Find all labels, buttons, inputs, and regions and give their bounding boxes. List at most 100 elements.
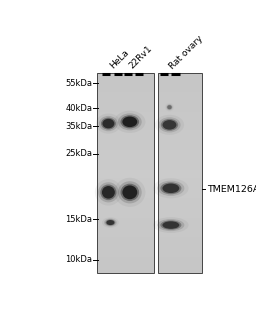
Bar <box>158 140 202 142</box>
Bar <box>158 272 202 273</box>
Bar <box>158 117 202 118</box>
Bar <box>158 203 202 205</box>
Bar <box>98 75 154 77</box>
Ellipse shape <box>158 117 180 132</box>
Bar <box>98 168 154 170</box>
Bar <box>158 257 202 258</box>
Bar <box>98 105 154 107</box>
Bar <box>158 205 202 207</box>
Bar <box>98 135 154 137</box>
Text: 35kDa: 35kDa <box>65 122 92 130</box>
Bar <box>98 88 154 90</box>
Bar <box>98 160 154 162</box>
Bar <box>158 187 202 188</box>
Bar <box>98 145 154 146</box>
Bar <box>98 192 154 193</box>
Bar <box>158 77 202 78</box>
Ellipse shape <box>157 181 184 196</box>
Ellipse shape <box>121 184 139 201</box>
Bar <box>98 237 154 238</box>
Ellipse shape <box>160 220 182 230</box>
Bar <box>158 90 202 92</box>
Bar <box>158 233 202 235</box>
Bar <box>98 217 154 218</box>
Bar <box>98 247 154 249</box>
Ellipse shape <box>105 219 115 226</box>
Bar <box>98 250 154 252</box>
Bar <box>98 153 154 155</box>
Bar <box>158 263 202 265</box>
Bar <box>158 260 202 262</box>
Bar <box>98 108 154 110</box>
Bar <box>98 253 154 255</box>
Bar <box>158 247 202 249</box>
Ellipse shape <box>163 183 179 193</box>
Bar <box>158 103 202 105</box>
Bar <box>98 173 154 175</box>
Text: 15kDa: 15kDa <box>66 215 92 224</box>
Bar <box>98 257 154 258</box>
Ellipse shape <box>114 111 145 133</box>
Ellipse shape <box>100 184 116 200</box>
Bar <box>98 177 154 178</box>
Bar <box>98 232 154 233</box>
Bar <box>158 163 202 165</box>
Bar <box>98 195 154 197</box>
Bar <box>98 143 154 145</box>
Bar <box>98 245 154 247</box>
Bar <box>158 98 202 100</box>
Bar <box>98 96 154 98</box>
Bar <box>98 197 154 198</box>
Bar <box>98 78 154 80</box>
Bar <box>98 81 154 83</box>
Bar <box>158 230 202 232</box>
Bar <box>98 252 154 253</box>
Ellipse shape <box>118 113 142 130</box>
Bar <box>98 267 154 268</box>
Bar <box>98 127 154 128</box>
Bar <box>98 268 154 270</box>
Bar <box>158 223 202 225</box>
Ellipse shape <box>167 105 172 109</box>
Bar <box>158 157 202 158</box>
Bar <box>158 208 202 210</box>
Ellipse shape <box>118 181 142 203</box>
Bar <box>158 168 202 170</box>
Bar <box>98 100 154 102</box>
Ellipse shape <box>101 118 116 129</box>
Bar <box>98 130 154 131</box>
Bar <box>158 148 202 150</box>
Bar <box>158 235 202 237</box>
Bar <box>98 203 154 205</box>
Bar <box>158 258 202 260</box>
Bar <box>98 205 154 207</box>
Bar <box>98 230 154 232</box>
Ellipse shape <box>98 182 119 202</box>
Bar <box>158 78 202 80</box>
Bar <box>158 195 202 197</box>
Bar <box>158 243 202 245</box>
Bar <box>158 267 202 268</box>
Bar <box>158 133 202 135</box>
Ellipse shape <box>102 186 115 198</box>
Bar <box>158 120 202 122</box>
Bar <box>98 208 154 210</box>
Bar <box>98 120 154 122</box>
Bar <box>98 140 154 142</box>
Bar <box>98 73 154 75</box>
Bar <box>158 270 202 272</box>
Bar <box>158 165 202 167</box>
Bar <box>98 202 154 203</box>
Bar <box>98 77 154 78</box>
Bar <box>158 95 202 96</box>
Bar <box>98 255 154 257</box>
Bar <box>98 92 154 93</box>
Bar <box>158 162 202 163</box>
Bar <box>158 228 202 230</box>
Bar <box>158 81 202 83</box>
Bar <box>158 265 202 267</box>
Bar <box>98 243 154 245</box>
Bar <box>98 207 154 208</box>
Bar <box>98 272 154 273</box>
Bar <box>158 240 202 242</box>
